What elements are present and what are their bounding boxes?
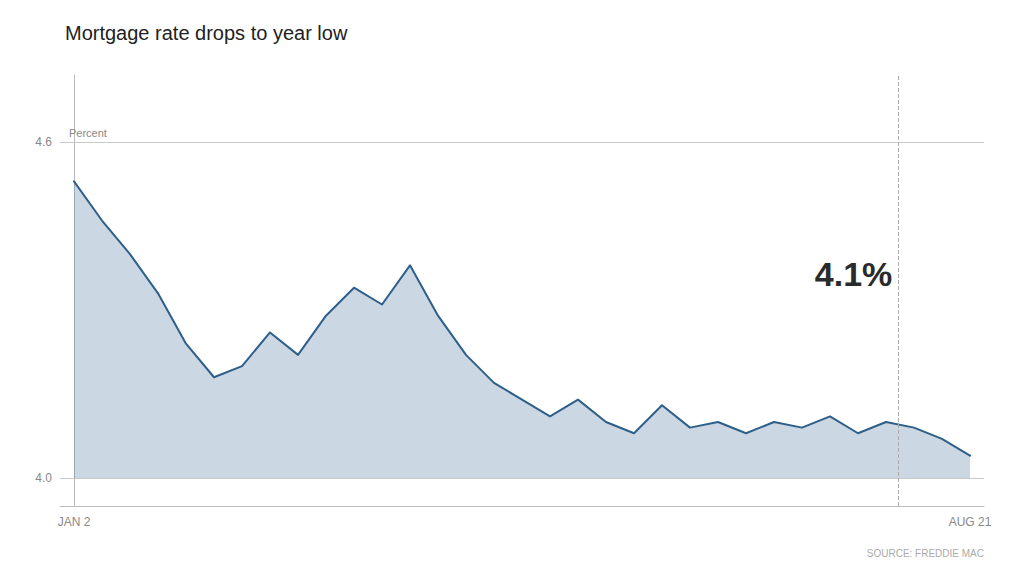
svg-text:JAN 2: JAN 2	[58, 515, 91, 529]
svg-text:Percent: Percent	[69, 127, 107, 139]
svg-text:Mortgage rate drops to year lo: Mortgage rate drops to year low	[65, 22, 348, 44]
svg-text:SOURCE: FREDDIE MAC: SOURCE: FREDDIE MAC	[867, 548, 984, 559]
svg-text:4.0: 4.0	[35, 471, 52, 485]
svg-text:AUG 21: AUG 21	[949, 515, 992, 529]
svg-text:4.6: 4.6	[35, 135, 52, 149]
svg-text:4.1%: 4.1%	[815, 255, 893, 293]
